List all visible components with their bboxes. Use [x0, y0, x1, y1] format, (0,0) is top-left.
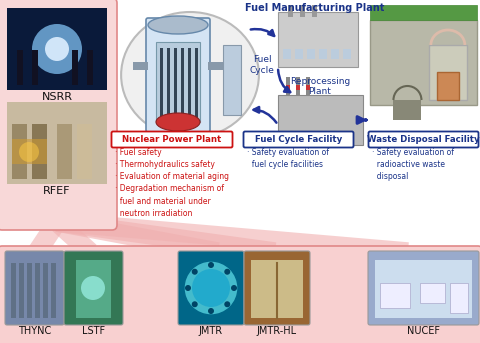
Bar: [288, 5, 293, 17]
Circle shape: [185, 285, 191, 291]
Bar: [375, 260, 472, 318]
Bar: [32, 50, 38, 85]
Text: RFEF: RFEF: [43, 186, 71, 196]
Bar: [76, 260, 111, 318]
Bar: [429, 45, 467, 100]
Bar: [77, 124, 92, 179]
Bar: [181, 48, 184, 120]
Circle shape: [192, 301, 198, 307]
Bar: [370, 5, 477, 20]
FancyBboxPatch shape: [243, 131, 353, 147]
Bar: [35, 263, 40, 318]
Bar: [19, 263, 24, 318]
Bar: [208, 62, 223, 70]
Bar: [420, 283, 445, 303]
Bar: [394, 100, 421, 120]
Bar: [167, 48, 170, 120]
Bar: [319, 49, 327, 59]
Bar: [7, 102, 107, 184]
Circle shape: [231, 285, 237, 291]
Bar: [195, 48, 198, 120]
FancyBboxPatch shape: [369, 131, 479, 147]
Ellipse shape: [148, 16, 208, 34]
FancyBboxPatch shape: [0, 246, 480, 343]
FancyBboxPatch shape: [5, 251, 64, 325]
Circle shape: [224, 301, 230, 307]
Bar: [251, 260, 303, 318]
FancyBboxPatch shape: [64, 251, 123, 325]
Text: Fuel Cycle Facility: Fuel Cycle Facility: [255, 135, 342, 144]
Circle shape: [208, 262, 214, 268]
Circle shape: [81, 276, 105, 300]
Bar: [295, 49, 303, 59]
Bar: [174, 48, 177, 120]
Bar: [27, 263, 32, 318]
Bar: [343, 49, 351, 59]
FancyBboxPatch shape: [244, 251, 310, 325]
Bar: [12, 139, 47, 164]
Circle shape: [45, 37, 69, 61]
Text: THYNC: THYNC: [18, 326, 51, 336]
Text: Waste Disposal Facility: Waste Disposal Facility: [367, 135, 480, 144]
Circle shape: [192, 269, 230, 307]
Bar: [331, 49, 339, 59]
Bar: [306, 85, 310, 90]
Text: Fuel Manufacturing Plant: Fuel Manufacturing Plant: [245, 3, 384, 13]
Text: JMTR: JMTR: [199, 326, 223, 336]
Text: · Fuel safety
· Thermohydraulics safety
· Evaluation of material aging
· Degrada: · Fuel safety · Thermohydraulics safety …: [115, 148, 229, 218]
Bar: [370, 20, 477, 105]
Bar: [380, 283, 410, 308]
Circle shape: [192, 269, 198, 275]
Circle shape: [19, 142, 39, 162]
Bar: [296, 77, 300, 95]
Bar: [283, 49, 291, 59]
Bar: [223, 45, 241, 115]
Ellipse shape: [156, 113, 200, 131]
FancyBboxPatch shape: [146, 18, 210, 132]
Text: Reprocessing
Plant: Reprocessing Plant: [290, 77, 350, 96]
Bar: [43, 263, 48, 318]
Bar: [12, 124, 27, 179]
Bar: [72, 50, 78, 85]
Text: NSRR: NSRR: [41, 92, 72, 102]
FancyBboxPatch shape: [111, 131, 232, 147]
Bar: [11, 263, 16, 318]
Bar: [300, 5, 305, 17]
Text: NUCEF: NUCEF: [407, 326, 440, 336]
Circle shape: [184, 261, 238, 315]
Bar: [437, 72, 459, 100]
Circle shape: [208, 308, 214, 314]
Circle shape: [224, 269, 230, 275]
Bar: [286, 85, 290, 90]
Ellipse shape: [121, 12, 259, 138]
Bar: [307, 49, 315, 59]
FancyBboxPatch shape: [178, 251, 244, 325]
Bar: [296, 85, 300, 90]
Text: · Safety evaluation of
  radioactive waste
  disposal: · Safety evaluation of radioactive waste…: [372, 148, 454, 181]
Bar: [87, 50, 93, 85]
Text: LSTF: LSTF: [82, 326, 105, 336]
Bar: [286, 77, 290, 95]
Bar: [57, 124, 72, 179]
Circle shape: [32, 24, 82, 74]
FancyBboxPatch shape: [368, 251, 479, 325]
Bar: [278, 95, 363, 145]
Bar: [278, 12, 358, 67]
Text: JMTR-HL: JMTR-HL: [257, 326, 297, 336]
Bar: [306, 77, 310, 95]
Bar: [32, 124, 47, 179]
Bar: [156, 42, 200, 122]
Text: Nuclear Power Plant: Nuclear Power Plant: [122, 135, 222, 144]
FancyBboxPatch shape: [0, 0, 117, 230]
Bar: [312, 5, 317, 17]
Bar: [51, 263, 56, 318]
Bar: [17, 50, 23, 85]
Bar: [188, 48, 191, 120]
Text: · Safety evaluation of
  fuel cycle facilities: · Safety evaluation of fuel cycle facili…: [247, 148, 329, 169]
Bar: [133, 62, 148, 70]
Text: Fuel
Cycle: Fuel Cycle: [250, 55, 275, 75]
Bar: [450, 283, 468, 313]
Bar: [7, 8, 107, 90]
Bar: [160, 48, 163, 120]
